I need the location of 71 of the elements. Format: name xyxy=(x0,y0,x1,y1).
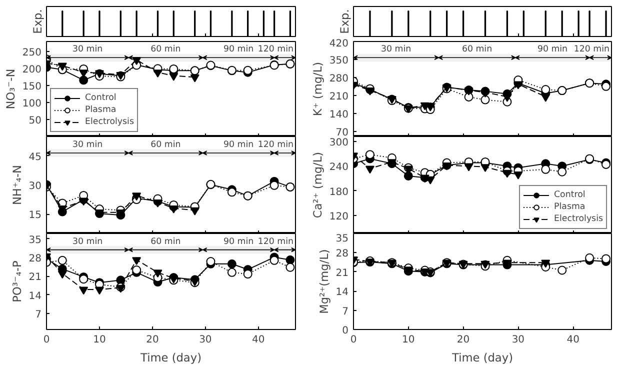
band-label: 120 min xyxy=(258,44,294,55)
y-tick-label: 21 xyxy=(28,272,42,284)
x-axis-title: Time (day) xyxy=(140,350,202,364)
x-tick-label: 10 xyxy=(402,334,415,346)
band-label: 30 min xyxy=(72,236,103,247)
y-tick-label: 50 xyxy=(28,116,42,127)
y-tick-label: 420 xyxy=(329,38,349,50)
y-tick-label: 180 xyxy=(329,186,349,198)
y-tick-label: 28 xyxy=(336,248,349,260)
x-tick-label: 30 xyxy=(199,334,212,346)
legend-label: Electrolysis xyxy=(85,116,134,128)
y-tick-label: 70 xyxy=(336,127,349,138)
y-tick-label: 140 xyxy=(329,109,349,120)
band-label: 90 min xyxy=(537,44,568,55)
y-tick-label: 28 xyxy=(28,254,42,264)
band-label: 60 min xyxy=(150,44,181,55)
band-label: 120 min xyxy=(258,236,294,247)
y-axis-title: Ca²⁺ (mg/L) xyxy=(310,152,324,218)
legend-label: Electrolysis xyxy=(554,213,603,225)
y-tick-label: 280 xyxy=(329,73,349,84)
x-tick-label: 0 xyxy=(350,334,357,346)
y-tick-label: 200 xyxy=(22,64,42,76)
x-tick-label: 10 xyxy=(93,334,106,346)
y-tick-label: 35 xyxy=(28,234,42,246)
y-axis-title: Exp. xyxy=(30,9,44,34)
y-axis-title: NH⁺₄-N xyxy=(10,164,24,206)
y-tick-label: 21 xyxy=(336,268,349,279)
y-tick-label: 35 xyxy=(336,234,349,244)
y-tick-label: 300 xyxy=(329,137,349,148)
legend-label: Plasma xyxy=(85,104,116,116)
band-label: 60 min xyxy=(150,236,181,247)
y-axis-title: Mg²⁺(mg/L) xyxy=(316,249,331,314)
band-label: 30 min xyxy=(381,44,412,55)
y-axis-title: Exp. xyxy=(338,9,352,34)
x-tick-label: 40 xyxy=(566,334,580,346)
band-label: 120 min xyxy=(574,44,610,55)
band-label: 120 min xyxy=(258,140,294,150)
x-tick-label: 20 xyxy=(146,334,159,346)
band-label: 30 min xyxy=(72,140,103,150)
band-label: 90 min xyxy=(224,44,254,55)
y-tick-label: 0 xyxy=(342,326,349,336)
y-tick-label: 30 xyxy=(28,181,42,192)
y-axis-title: PO³⁻₄-P xyxy=(10,260,24,302)
band-label: 60 min xyxy=(462,44,492,55)
x-tick-label: 40 xyxy=(252,334,265,346)
x-tick-label: 0 xyxy=(43,334,50,346)
x-tick-label: 30 xyxy=(512,334,525,346)
y-tick-label: 7 xyxy=(35,310,42,320)
y-tick-label: 120 xyxy=(329,211,349,222)
y-tick-label: 45 xyxy=(28,152,42,163)
y-tick-label: 250 xyxy=(22,48,42,59)
y-tick-label: 240 xyxy=(329,162,349,174)
y-tick-label: 7 xyxy=(342,306,349,318)
y-tick-label: 14 xyxy=(336,287,349,298)
y-tick-label: 150 xyxy=(22,82,42,93)
x-tick-label: 20 xyxy=(456,334,470,346)
y-tick-label: 100 xyxy=(22,98,42,110)
band-label: 90 min xyxy=(224,140,254,150)
y-tick-label: 14 xyxy=(28,290,42,302)
band-label: 60 min xyxy=(150,140,181,150)
y-tick-label: 15 xyxy=(28,210,42,222)
legend-label: Control xyxy=(85,92,116,104)
band-label: 30 min xyxy=(72,44,103,55)
y-tick-label: 210 xyxy=(329,91,349,102)
x-axis-title: Time (day) xyxy=(451,350,513,364)
y-axis-title: K⁺ (mg/L) xyxy=(310,62,324,116)
legend-label: Control xyxy=(554,189,586,201)
y-tick-label: 350 xyxy=(329,55,349,66)
band-label: 90 min xyxy=(224,236,254,247)
y-axis-title: NO₃⁻-N xyxy=(3,68,18,110)
legend-label: Plasma xyxy=(554,201,586,213)
